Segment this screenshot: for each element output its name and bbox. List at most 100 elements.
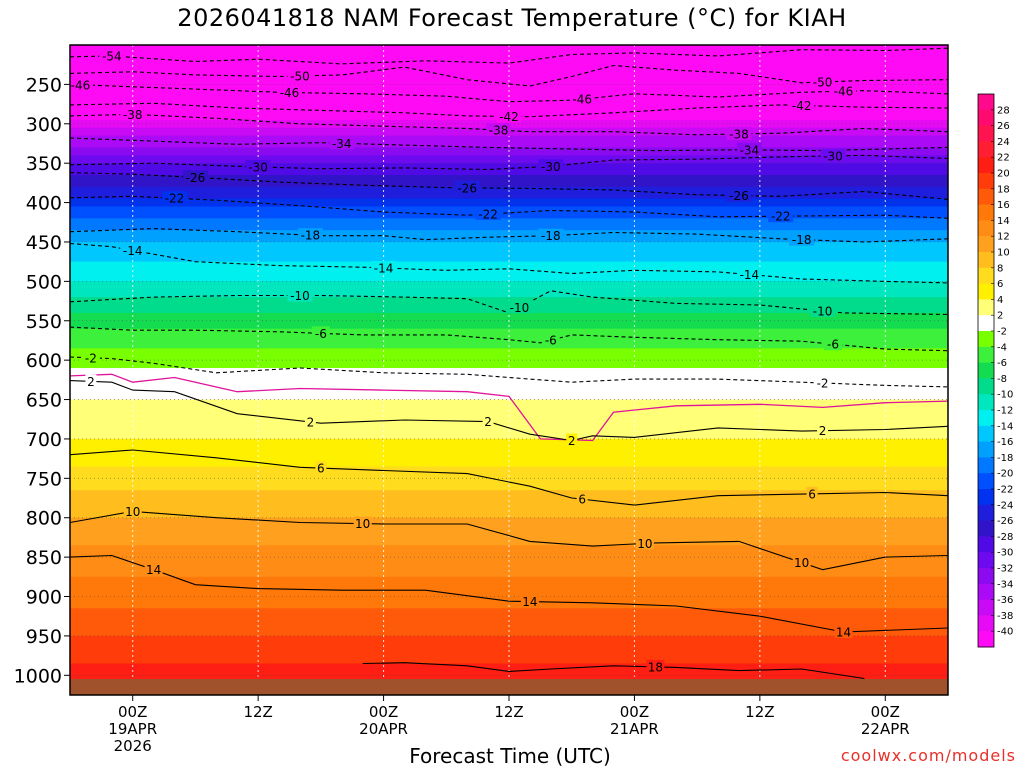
contour-label: 14: [522, 595, 537, 609]
colorbar-label: 26: [997, 121, 1010, 132]
contour-label-bg: [789, 232, 815, 246]
contour-label-bg: [162, 191, 188, 205]
isotherm-contours: -54-50 -50-46-46 -46-46-42-42-38-38 -38-34-…: [70, 47, 948, 680]
colorbar-label: 2: [997, 311, 1003, 322]
credit-link[interactable]: coolwx.com/models: [840, 746, 1016, 765]
x-axis-label: Forecast Time (UTC): [409, 744, 611, 768]
temperature-band: [70, 147, 948, 152]
contour-label: 14: [146, 563, 161, 577]
contour-label: 2: [87, 375, 95, 389]
temperature-band: [70, 60, 948, 66]
contour-label-bg: [768, 209, 794, 223]
contour-label: -42: [792, 99, 812, 113]
temperature-band: [70, 620, 948, 625]
colorbar-swatch: [978, 204, 994, 221]
contour-label-bg: [99, 49, 125, 63]
temperature-band: [70, 580, 948, 586]
contour-label-bg: [576, 492, 588, 506]
y-tick-label: 800: [26, 508, 62, 530]
temperature-band: [70, 482, 948, 487]
temperature-band: [70, 525, 948, 531]
contour-label: -14: [740, 268, 760, 282]
contour-label-bg: [277, 85, 302, 99]
temperature-band: [70, 190, 948, 196]
y-tick-label: 700: [26, 429, 62, 451]
contour-label-bg: [635, 536, 654, 550]
colorbar-swatch: [978, 489, 994, 506]
contour-label: -10: [813, 304, 833, 318]
temperature-band: [70, 230, 948, 235]
contour-label-bg: [520, 594, 539, 608]
y-tick-label: 900: [26, 587, 62, 609]
temperature-band: [70, 356, 948, 361]
colorbar-swatch: [978, 410, 994, 427]
temperature-band: [70, 612, 948, 617]
temperature-band: [70, 466, 948, 472]
temperature-band: [70, 647, 948, 653]
colorbar-swatch: [978, 362, 994, 379]
temperature-band: [70, 427, 948, 432]
temperature-band: [70, 651, 948, 657]
temperature-band: [70, 222, 948, 227]
contour-label: 2: [819, 424, 827, 438]
temperature-band: [70, 521, 948, 527]
temperature-band: [70, 76, 948, 82]
temperature-band: [70, 332, 948, 338]
contour-label: -2: [85, 351, 97, 365]
y-tick-label: 550: [26, 311, 62, 333]
temperature-band: [70, 387, 948, 393]
x-tick-label: 20APR: [359, 720, 408, 738]
temperature-band: [70, 596, 948, 602]
isotherm-line: [70, 510, 948, 571]
colorbar-swatch: [978, 378, 994, 395]
contour-label: -22: [771, 210, 791, 224]
contour-label: 10: [794, 556, 809, 570]
colorbar-swatch: [978, 141, 994, 158]
temperature-band: [70, 450, 948, 456]
temperature-band: [70, 635, 948, 641]
y-tick-label: 750: [26, 468, 62, 490]
temperature-band: [70, 486, 948, 491]
contour-label: -42: [499, 110, 519, 124]
temperature-band: [70, 241, 948, 247]
contour-label-bg: [85, 374, 97, 388]
contour-label-bg: [475, 207, 501, 220]
colorbar-swatch: [978, 267, 994, 284]
contour-label-bg: [726, 188, 752, 202]
temperature-band: [70, 206, 948, 212]
temperature-band: [70, 517, 948, 523]
contour-label: -14: [123, 244, 143, 258]
temperature-band: [70, 320, 948, 326]
contour-label: -18: [301, 229, 321, 243]
contour-label-bg: [486, 123, 512, 137]
contour-label-bg: [646, 659, 665, 673]
temperature-band: [70, 80, 948, 85]
y-tick-label: 250: [26, 74, 62, 96]
colorbar-frame: [977, 93, 995, 648]
temperature-band: [70, 245, 948, 251]
contour-label: -22: [478, 208, 498, 222]
colorbar-swatch: [978, 315, 994, 332]
contour-label: -30: [248, 160, 268, 174]
temperature-band: [70, 470, 948, 475]
temperature-band: [70, 395, 948, 401]
y-tick-label: 850: [26, 547, 62, 569]
contour-label: 18: [648, 660, 663, 674]
colorbar-swatch: [978, 236, 994, 253]
isotherm-line: [70, 373, 948, 442]
temperature-band: [70, 490, 948, 495]
contour-label: -34: [740, 143, 760, 157]
temperature-band: [70, 675, 948, 680]
temperature-band: [70, 391, 948, 397]
contour-label: 2: [568, 434, 576, 448]
contour-label-bg: [538, 228, 564, 242]
colorbar-swatch: [978, 441, 994, 458]
y-tick-label: 450: [26, 232, 62, 254]
isotherm-line: [70, 356, 948, 388]
temperature-band: [70, 431, 948, 436]
y-tick-label: 1000: [14, 665, 62, 687]
temperature-band: [70, 671, 948, 676]
colorbar-label: 20: [997, 169, 1010, 180]
isotherm-line: [70, 449, 948, 506]
temperature-band: [70, 277, 948, 282]
